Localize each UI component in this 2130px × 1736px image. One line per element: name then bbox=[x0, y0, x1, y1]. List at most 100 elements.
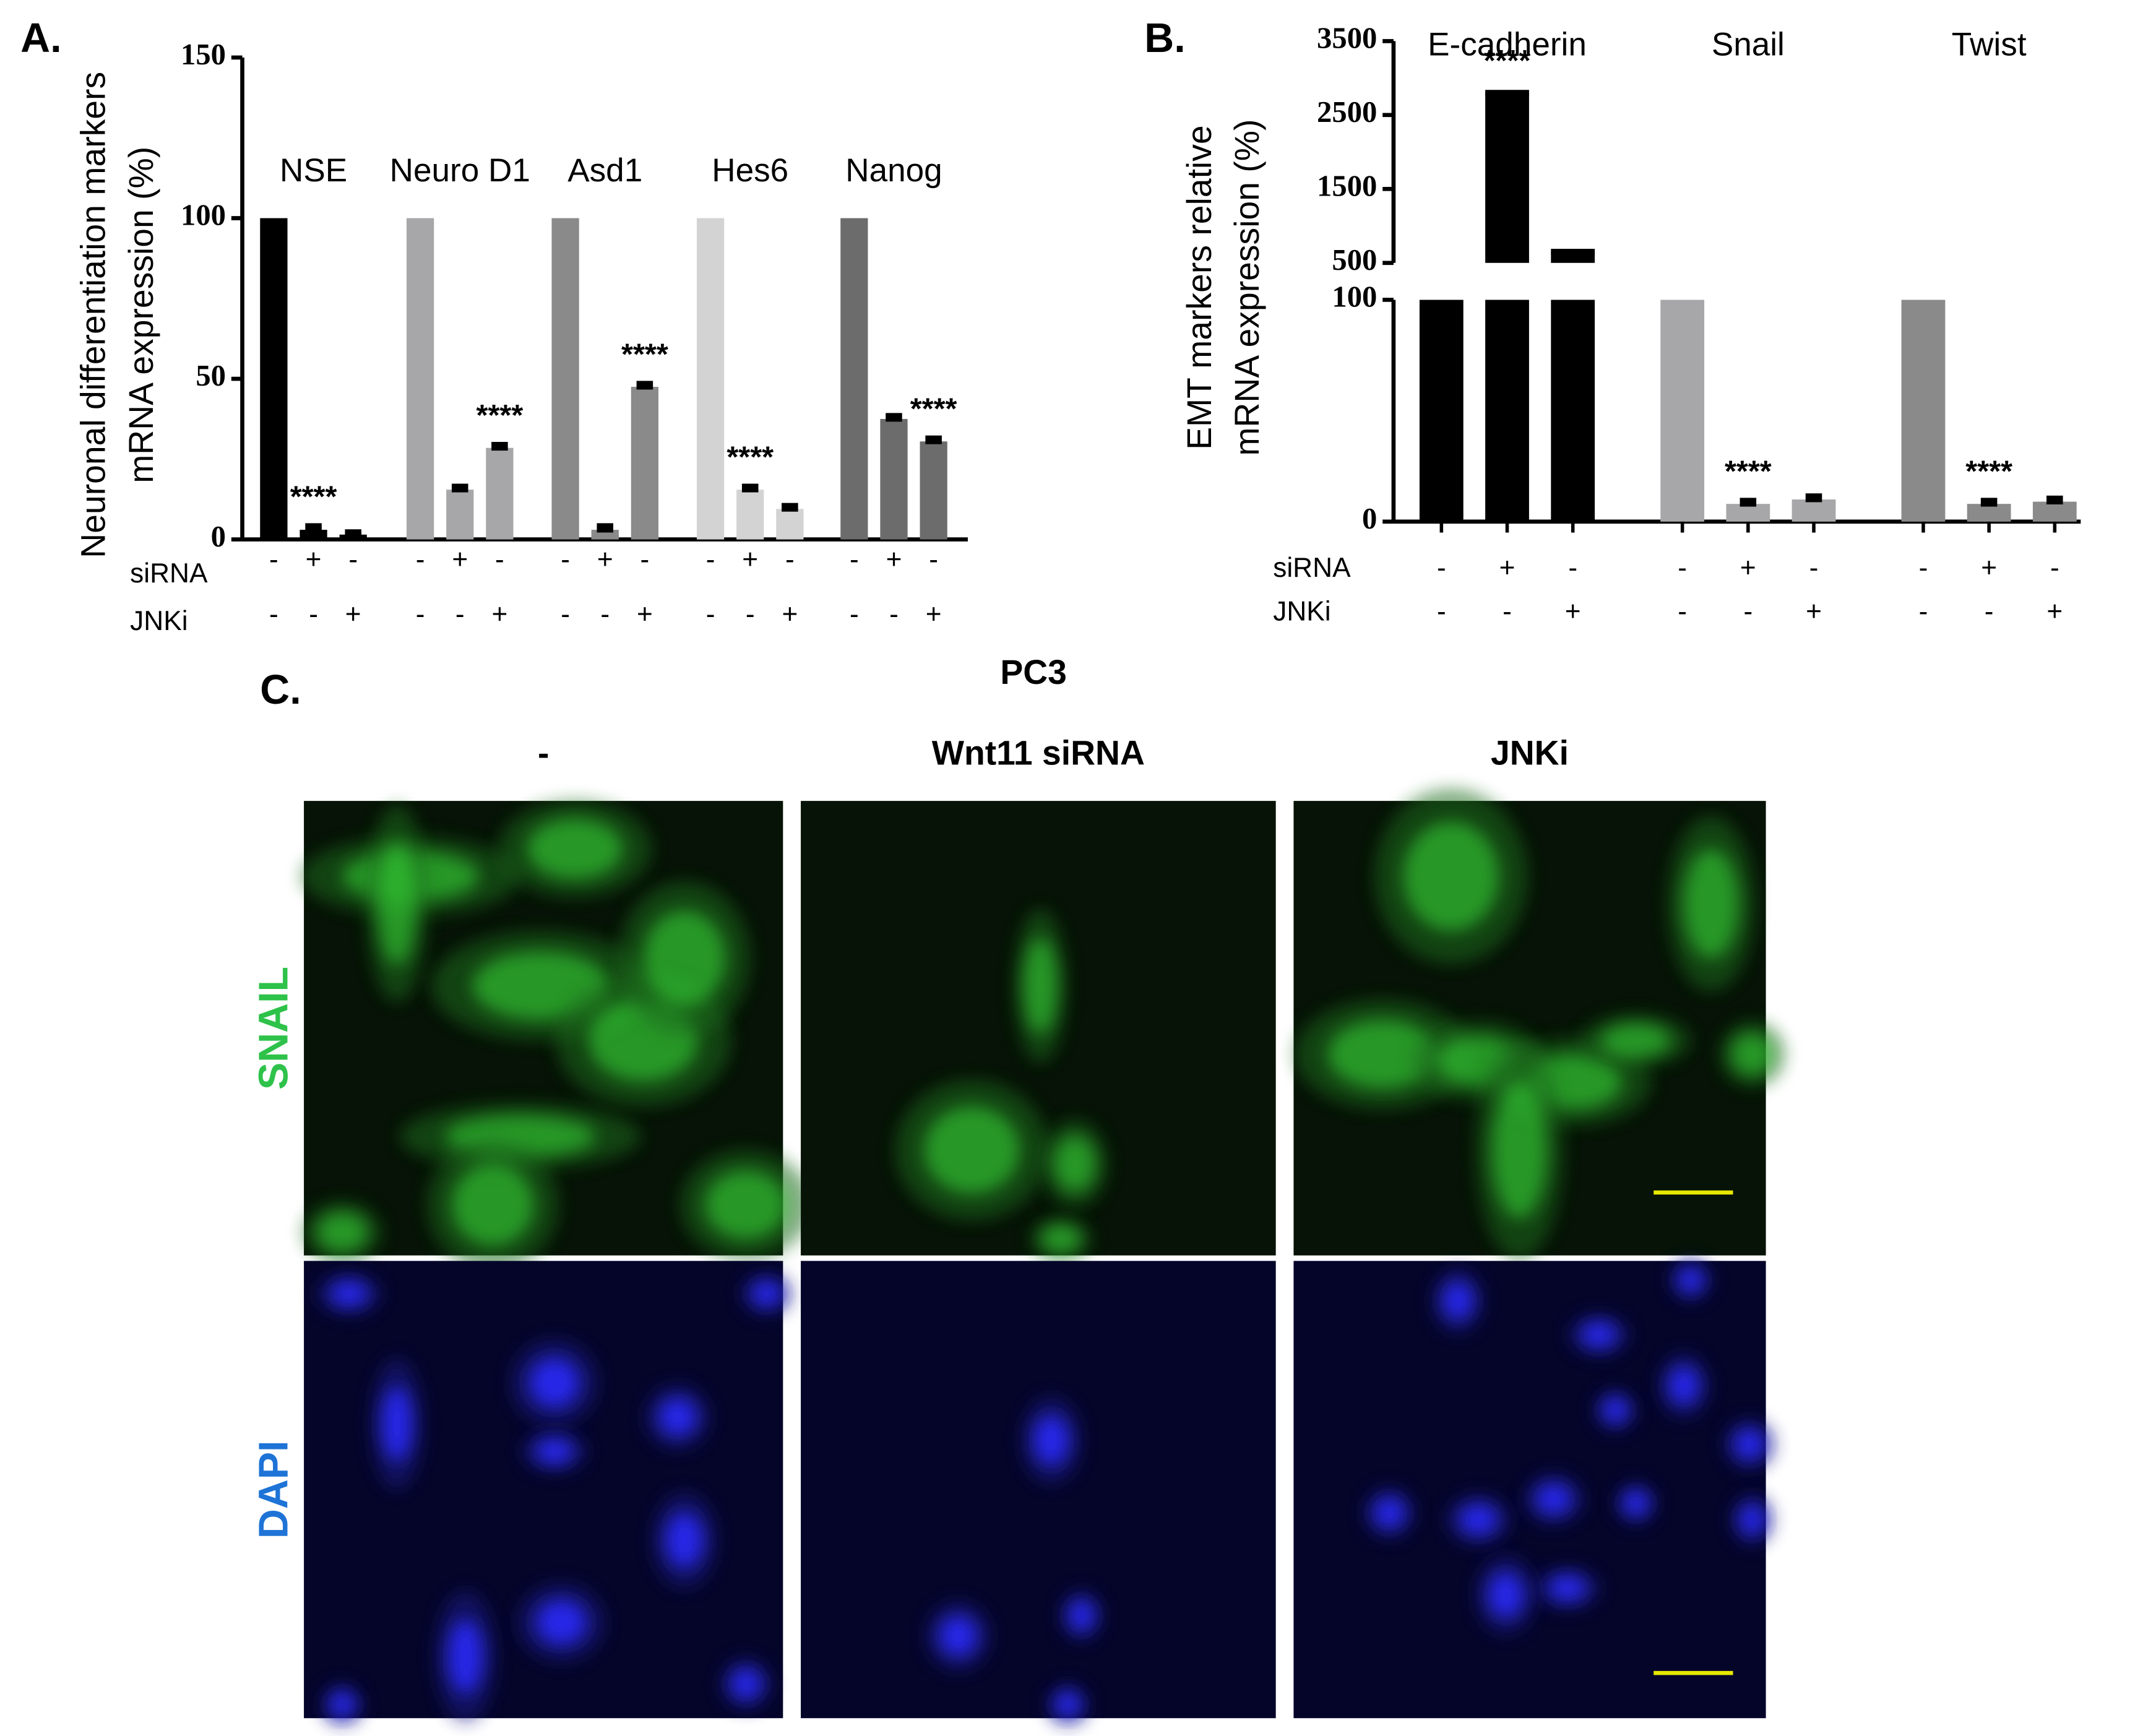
category-label: Nanog bbox=[845, 152, 942, 189]
y-tick-label: 100 bbox=[1332, 280, 1377, 314]
bar bbox=[880, 418, 908, 540]
bar bbox=[2032, 501, 2077, 522]
row-title: DAPI bbox=[251, 1441, 296, 1539]
treatment-sign: + bbox=[491, 599, 507, 629]
y-axis-label: mRNA expression (%) bbox=[1228, 119, 1266, 456]
cells bbox=[301, 800, 812, 1271]
cells bbox=[925, 1396, 1103, 1727]
treatment-sign: - bbox=[1678, 553, 1687, 583]
cell bbox=[451, 1164, 534, 1246]
category-label: Hes6 bbox=[712, 152, 788, 189]
bar bbox=[736, 490, 764, 540]
cell bbox=[1054, 1136, 1095, 1191]
bar bbox=[1901, 300, 1946, 522]
treatment-label: siRNA bbox=[130, 558, 208, 589]
category-label: Neuro D1 bbox=[390, 152, 530, 189]
cell bbox=[536, 1438, 573, 1464]
error-bar bbox=[597, 523, 614, 533]
treatment-sign: + bbox=[306, 545, 322, 575]
cell bbox=[659, 1398, 696, 1436]
cell bbox=[527, 818, 623, 879]
panel-title: PC3 bbox=[1000, 653, 1067, 691]
bar bbox=[1551, 251, 1595, 263]
treatment-sign: - bbox=[1678, 597, 1687, 627]
cell bbox=[1581, 1322, 1616, 1347]
treatment-sign: - bbox=[640, 545, 650, 575]
y-axis-label: Neuronal differentiation markers bbox=[74, 72, 112, 558]
cell bbox=[1492, 1081, 1547, 1219]
micrograph bbox=[801, 1261, 1276, 1719]
treatment-sign: - bbox=[455, 599, 465, 629]
panel-label: C. bbox=[260, 667, 301, 713]
bar bbox=[1726, 504, 1770, 522]
error-bar bbox=[782, 503, 798, 512]
treatment-sign: - bbox=[1985, 597, 1994, 627]
category-label: Snail bbox=[1712, 26, 1785, 63]
cell bbox=[666, 1513, 703, 1568]
treatment-sign: - bbox=[706, 599, 715, 629]
cell bbox=[1603, 1397, 1628, 1423]
treatment-sign: + bbox=[345, 599, 361, 629]
error-bar bbox=[636, 381, 653, 390]
bar bbox=[1485, 300, 1529, 522]
treatment-sign: + bbox=[1806, 597, 1822, 627]
significance: **** bbox=[476, 399, 524, 432]
bar bbox=[920, 441, 947, 540]
cell bbox=[1488, 1573, 1524, 1617]
bar bbox=[840, 218, 868, 540]
bar bbox=[1967, 504, 2011, 522]
treatment-sign: - bbox=[348, 545, 358, 575]
treatment-sign: - bbox=[269, 545, 278, 575]
cell bbox=[1735, 1429, 1764, 1459]
bar bbox=[1660, 300, 1705, 522]
cell bbox=[537, 1600, 586, 1645]
column-title: Wnt11 siRNA bbox=[932, 734, 1145, 772]
treatment-sign: - bbox=[706, 545, 715, 575]
significance: **** bbox=[1725, 454, 1772, 488]
error-bar bbox=[451, 483, 468, 493]
category-label: E-cadherin bbox=[1428, 26, 1587, 63]
treatment-sign: + bbox=[1499, 553, 1516, 583]
treatment-sign: - bbox=[1437, 553, 1446, 583]
cell bbox=[1374, 1498, 1405, 1528]
category-label: NSE bbox=[280, 152, 347, 189]
bar bbox=[486, 447, 514, 540]
y-tick-label: 3500 bbox=[1317, 22, 1377, 55]
treatment-sign: - bbox=[495, 545, 504, 575]
cell bbox=[924, 1106, 1020, 1194]
treatment-sign: - bbox=[2050, 553, 2059, 583]
error-bar bbox=[1805, 493, 1822, 503]
treatment-sign: - bbox=[561, 545, 570, 575]
y-tick-label: 1500 bbox=[1317, 169, 1377, 202]
y-tick-label: 50 bbox=[196, 359, 226, 392]
cell bbox=[530, 1358, 579, 1408]
treatment-sign: + bbox=[782, 599, 798, 629]
cell bbox=[1327, 1020, 1438, 1089]
cell bbox=[1069, 1600, 1094, 1631]
bar bbox=[1551, 300, 1595, 522]
error-bar bbox=[1485, 90, 1529, 96]
cell bbox=[939, 1616, 977, 1656]
cell bbox=[1683, 849, 1739, 959]
cell bbox=[377, 842, 416, 965]
error-bar bbox=[1551, 249, 1595, 255]
cell bbox=[731, 1669, 761, 1699]
bar bbox=[631, 387, 659, 540]
bar bbox=[406, 218, 434, 540]
cell bbox=[317, 1212, 367, 1251]
category-label: Twist bbox=[1952, 26, 2027, 63]
treatment-sign: + bbox=[597, 545, 613, 575]
treatment-sign: - bbox=[416, 545, 425, 575]
y-tick-label: 150 bbox=[181, 38, 226, 71]
significance: **** bbox=[910, 392, 957, 426]
y-tick-label: 0 bbox=[211, 520, 226, 553]
error-bar bbox=[1980, 498, 1998, 507]
significance: **** bbox=[290, 480, 337, 513]
cell bbox=[330, 1692, 355, 1717]
cell bbox=[1731, 1034, 1773, 1075]
treatment-label: siRNA bbox=[1273, 553, 1351, 583]
treatment-sign: - bbox=[561, 599, 570, 629]
significance: **** bbox=[727, 441, 774, 474]
treatment-label: JNKi bbox=[130, 606, 188, 636]
